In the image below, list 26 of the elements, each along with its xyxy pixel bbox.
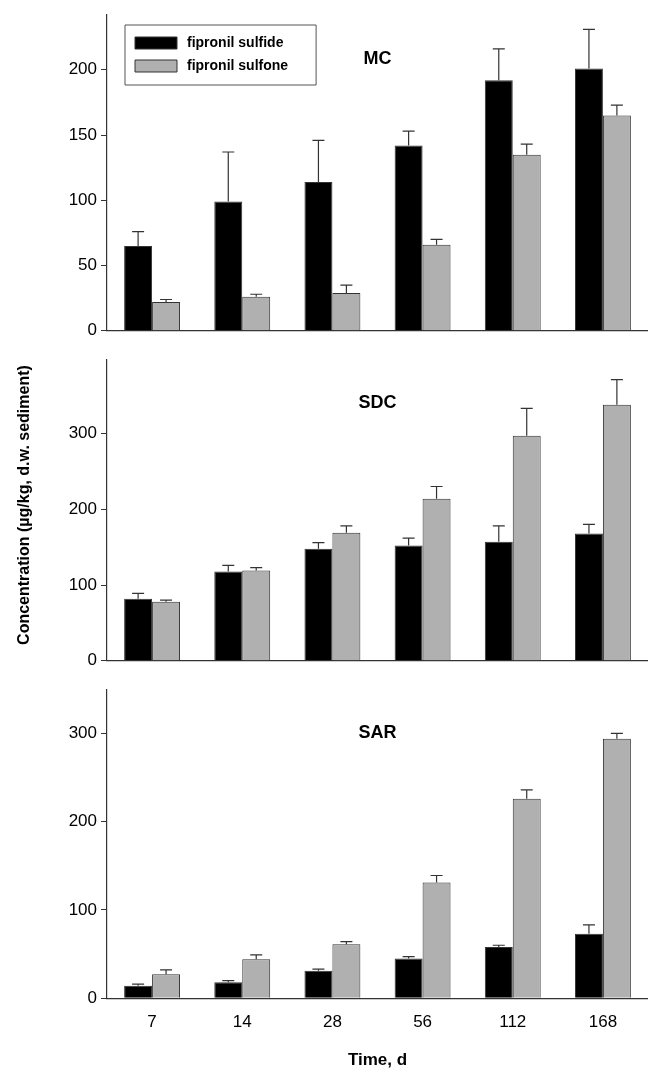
y-tick-label: 200: [68, 498, 97, 518]
y-axis-title: Concentration (µg/kg, d.w. sediment): [15, 365, 33, 645]
y-tick-label: 50: [78, 255, 97, 275]
y-tick-label: 200: [68, 59, 97, 79]
y-tick-label: 300: [68, 423, 97, 443]
text: MC: [363, 47, 392, 68]
x-axis-title: Time, d: [347, 1050, 408, 1070]
y-tick-label: 100: [68, 899, 97, 919]
x-tick-label: 28: [322, 1012, 342, 1032]
legend-label: fipronil sulfone: [187, 56, 289, 73]
text: SAR: [358, 722, 397, 743]
x-tick-label: 112: [499, 1012, 527, 1032]
y-tick-label: 300: [68, 723, 97, 743]
y-tick-label: 0: [87, 650, 97, 670]
y-tick-label: 0: [87, 320, 97, 340]
text: SDC: [358, 392, 397, 413]
y-tick-label: 100: [68, 574, 97, 594]
x-tick-label: 168: [588, 1012, 618, 1032]
y-tick-label: 150: [68, 124, 97, 144]
y-tick-label: 100: [68, 189, 97, 209]
legend-label: fipronil sulfide: [187, 33, 284, 50]
y-tick-label: 200: [68, 811, 97, 831]
y-tick-label: 0: [87, 987, 97, 1007]
x-tick-label: 7: [147, 1012, 157, 1032]
x-tick-label: 56: [413, 1012, 433, 1032]
x-tick-label: 14: [232, 1012, 252, 1032]
